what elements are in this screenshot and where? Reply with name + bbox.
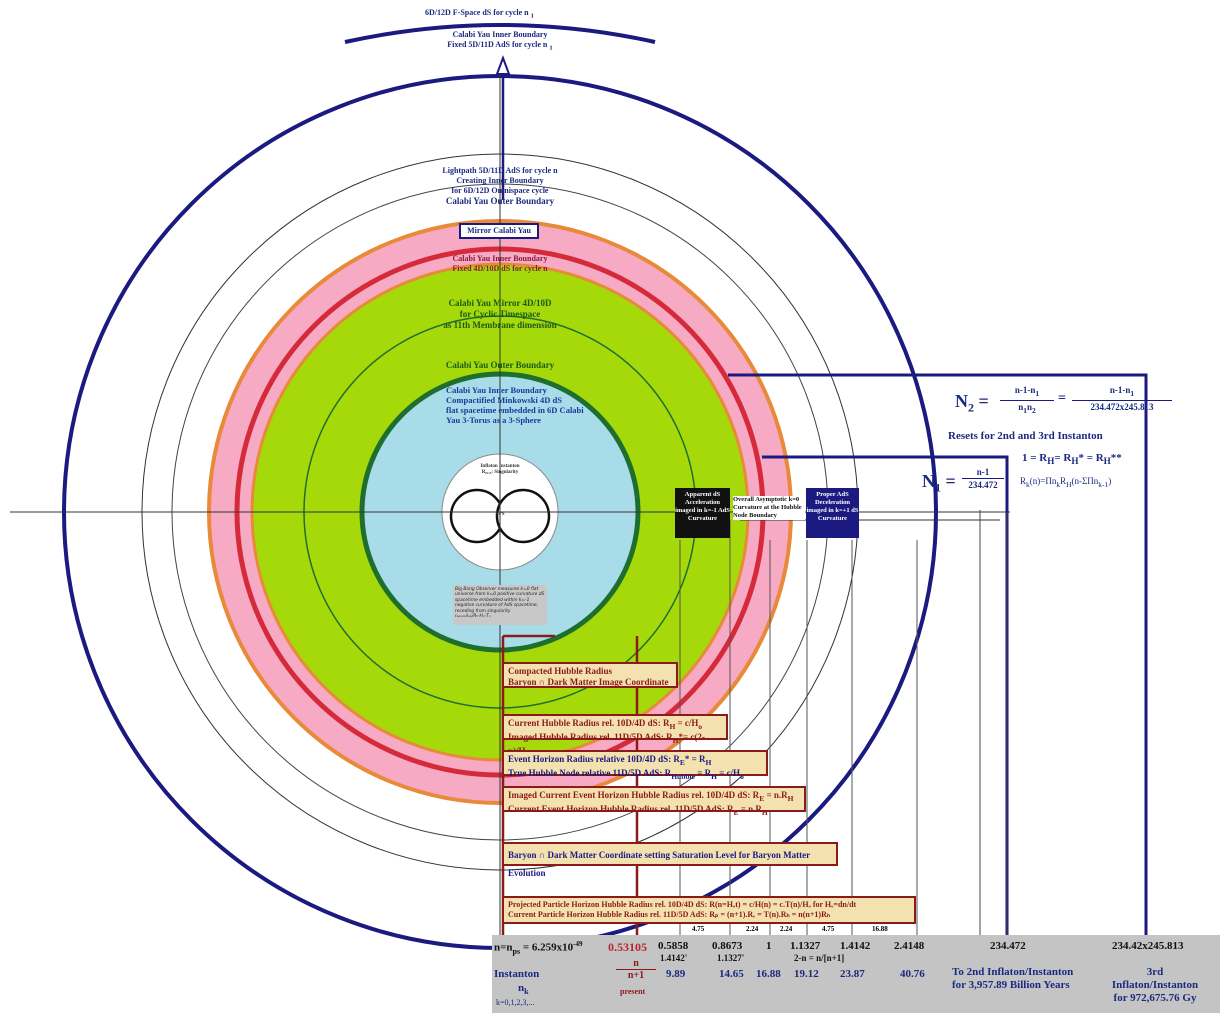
core-lobe-right xyxy=(495,488,551,544)
value-3: 1.1327 xyxy=(790,940,821,952)
two-minus-n: 2-n = n/[n+1] xyxy=(794,953,845,963)
gy-3: 19.12 xyxy=(794,968,819,980)
observer-box xyxy=(453,585,547,625)
n1-formula: N1 = xyxy=(922,471,956,495)
value-1: 0.8673 xyxy=(712,940,743,952)
proper-label: Proper AdS Deceleration imaged in k=+1 d… xyxy=(806,491,859,522)
prime-0: 1.4142' xyxy=(660,953,688,963)
gy-1: 14.65 xyxy=(719,968,744,980)
value-5: 2.4148 xyxy=(894,940,925,952)
value-7: 234.42x245.813 xyxy=(1112,940,1184,952)
mirror-box xyxy=(459,223,539,239)
rk-equation: Rk(n)=ΠnkRH(n-ΣΠnk-1) xyxy=(1020,476,1112,489)
blue-label: Calabi Yau Inner Boundary Compactified Mi… xyxy=(446,385,584,425)
value-2: 1 xyxy=(766,940,772,952)
core-mid-label: BPS xyxy=(495,512,505,517)
core-top-label: Inflaton Instanton R₀₁₂₃: Singularity xyxy=(480,464,520,475)
baryon-box: Baryon ∩ Dark Matter Coordinate setting … xyxy=(502,842,838,878)
gy-2: 16.88 xyxy=(756,968,781,980)
gap-2: 2.24 xyxy=(780,925,793,933)
fspace-label: 6D/12D F-Space dS for cycle n 1 xyxy=(425,8,534,20)
gy-0: 9.89 xyxy=(666,968,686,980)
value-4: 1.4142 xyxy=(840,940,871,952)
imaged-event-box: Imaged Current Event Horizon Hubble Radi… xyxy=(502,786,806,817)
gap-1: 2.24 xyxy=(746,925,759,933)
green-label: Calabi Yau Mirror 4D/10D for Cyclic Times… xyxy=(443,298,557,330)
n2-formula: N2 = xyxy=(955,391,989,415)
gap-3: 4.75 xyxy=(822,925,835,933)
pink-label: Calabi Yau Inner Boundary Fixed 4D/10D dS… xyxy=(452,254,548,273)
rh-equation: 1 = RH= RH* = RH** xyxy=(1022,452,1122,467)
apparent-box xyxy=(675,488,730,538)
arrow-head xyxy=(495,55,511,75)
gap-0: 4.75 xyxy=(692,925,705,933)
prime-1: 1.1327' xyxy=(717,953,745,963)
apparent-label: Apparent dS Acceleration imaged in k=-1 … xyxy=(675,491,730,522)
gap-4: 16.88 xyxy=(872,925,888,933)
k-values: k=0,1,2,3,... xyxy=(496,998,535,1007)
projected-box: Projected Particle Horizon Hubble Radius… xyxy=(502,896,916,924)
n-over-n1: n n+1 xyxy=(616,958,656,981)
present-value: 0.53105 xyxy=(608,940,647,954)
gy-4: 23.87 xyxy=(840,968,865,980)
resets-label: Resets for 2nd and 3rd Instanton xyxy=(948,430,1103,442)
proper-box xyxy=(806,488,859,538)
overall-label: Overall Asymptotic k=0 Curvature at the … xyxy=(733,496,805,520)
nk-label: nk xyxy=(518,982,529,997)
instanton-label: Instanton xyxy=(494,968,540,980)
n2-fraction-2: n-1-n1 234.472x245.813 xyxy=(1072,384,1172,414)
scale-band xyxy=(492,935,1220,1013)
gy-5: 40.76 xyxy=(900,968,925,980)
mirror-label: Mirror Calabi Yau xyxy=(467,226,531,235)
n2-fraction-1: n-1-n1 n1n2 xyxy=(1000,384,1054,417)
to-2nd-label: To 2nd Inflaton/Instanton for 3,957.89 Bi… xyxy=(952,966,1074,991)
event-horizon-box: Event Horizon Radius relative 10D/4D dS:… xyxy=(502,750,768,781)
value-0: 0.5858 xyxy=(658,940,689,952)
present-label: present xyxy=(620,987,646,996)
third-label: 3rd Inflaton/Instanton for 972,675.76 Gy xyxy=(1111,966,1199,1004)
green-outer-label: Calabi Yau Outer Boundary xyxy=(445,360,555,370)
current-hubble-box: Current Hubble Radius rel. 10D/4D dS: RH… xyxy=(502,714,728,758)
compacted-box: Compacted Hubble Radius Baryon ∩ Dark Mat… xyxy=(502,662,678,688)
n1-fraction: n-1 234.472 xyxy=(962,466,1004,491)
lightpath-label: Lightpath 5D/11D AdS for cycle n Creatin… xyxy=(442,166,558,206)
value-6: 234.472 xyxy=(990,940,1026,952)
inner-boundary-label: Calabi Yau Inner Boundary Fixed 5D/11D A… xyxy=(447,30,553,52)
scale-lines xyxy=(636,520,918,940)
fspace-arc xyxy=(344,23,656,44)
observer-label: Big Bang Observer measures k=0 flat univ… xyxy=(455,587,545,620)
nps-value: n=nps = 6.259x10-49 xyxy=(494,940,583,956)
